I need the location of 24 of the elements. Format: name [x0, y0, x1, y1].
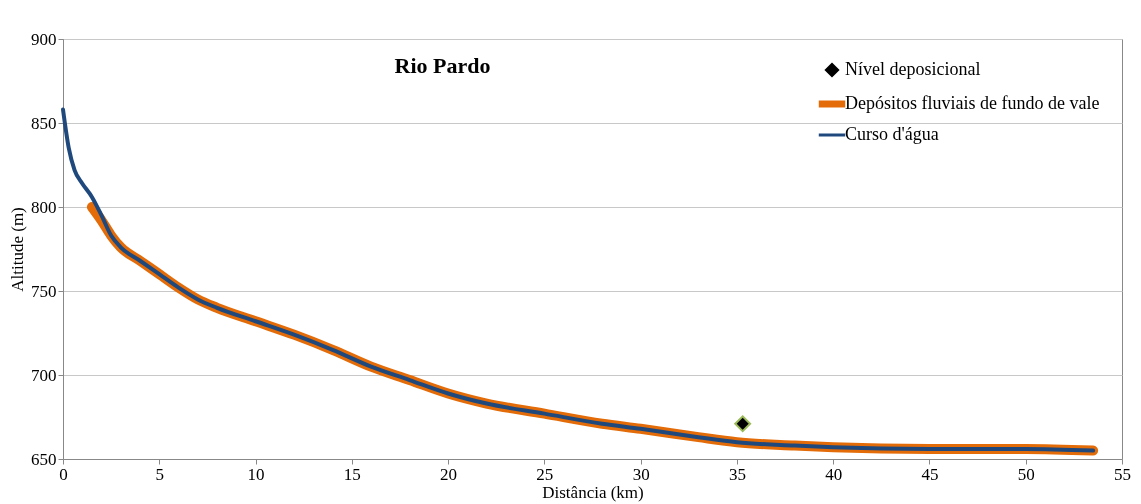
y-axis-title: Altitude (m) — [8, 207, 27, 292]
x-tick-label: 35 — [728, 464, 746, 484]
y-tick-label: 800 — [31, 197, 57, 217]
y-tick-label: 650 — [31, 449, 57, 469]
y-tick-label: 900 — [31, 29, 57, 49]
x-tick-label: 15 — [343, 464, 361, 484]
x-tick-label: 55 — [1114, 464, 1131, 484]
x-tick-label: 20 — [440, 464, 458, 484]
x-tick-label: 0 — [59, 464, 68, 484]
x-tick-label: 5 — [155, 464, 165, 484]
text: Rio Pardo — [394, 53, 491, 78]
legend-label: Depósitos fluviais de fundo de vale — [845, 93, 1100, 113]
legend-label: Curso d'água — [845, 124, 939, 144]
x-tick-label: 40 — [825, 464, 843, 484]
x-tick-label: 45 — [921, 464, 939, 484]
x-axis-title: Distância (km) — [542, 482, 644, 502]
x-tick-label: 10 — [247, 464, 265, 484]
x-tick-label: 30 — [632, 464, 650, 484]
x-tick-label: 50 — [1017, 464, 1035, 484]
y-tick-label: 750 — [31, 281, 57, 301]
x-tick-label: 25 — [536, 464, 554, 484]
y-tick-label: 850 — [31, 113, 57, 133]
y-tick-label: 700 — [31, 365, 57, 385]
legend-label: Nível deposicional — [845, 59, 981, 79]
